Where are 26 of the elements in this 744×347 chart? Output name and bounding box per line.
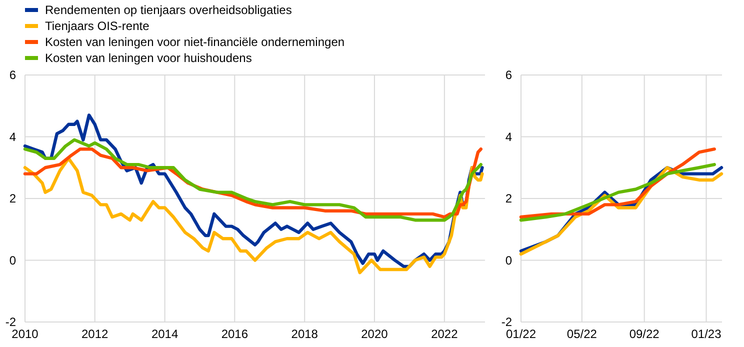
x-tick-label: 2014 xyxy=(151,327,178,341)
legend-label: Tienjaars OIS-rente xyxy=(45,19,150,34)
x-tick-label: 2012 xyxy=(82,327,109,341)
legend-label: Rendementen op tienjaars overheidsobligaties xyxy=(45,3,292,18)
y-tick-label: 4 xyxy=(9,130,16,144)
x-tick-label: 2016 xyxy=(221,327,248,341)
x-tick-label: 05/22 xyxy=(566,327,598,341)
y-tick-label: 2 xyxy=(505,192,512,206)
y-tick-label: -2 xyxy=(5,315,16,330)
y-tick-label: 2 xyxy=(9,192,16,206)
y-tick-label: 6 xyxy=(9,68,16,82)
y-tick-label: 4 xyxy=(505,130,512,144)
x-tick-label: 09/22 xyxy=(629,327,660,341)
legend-label: Kosten van leningen voor niet-financiële ondernemingen xyxy=(45,35,345,50)
y-tick-label: 0 xyxy=(9,253,16,268)
x-tick-label: 2020 xyxy=(361,327,388,341)
x-tick-label: 2022 xyxy=(431,327,458,341)
x-tick-label: 01/23 xyxy=(691,327,722,341)
y-tick-label: 0 xyxy=(505,253,512,268)
x-tick-label: 01/22 xyxy=(506,327,536,341)
x-tick-label: 2018 xyxy=(291,327,318,341)
x-tick-label: 2010 xyxy=(12,327,39,341)
y-tick-label: 6 xyxy=(505,68,512,82)
line-series xyxy=(519,162,716,222)
legend-label: Kosten van leningen voor huishoudens xyxy=(45,51,252,66)
y-tick-label: -2 xyxy=(501,315,512,330)
